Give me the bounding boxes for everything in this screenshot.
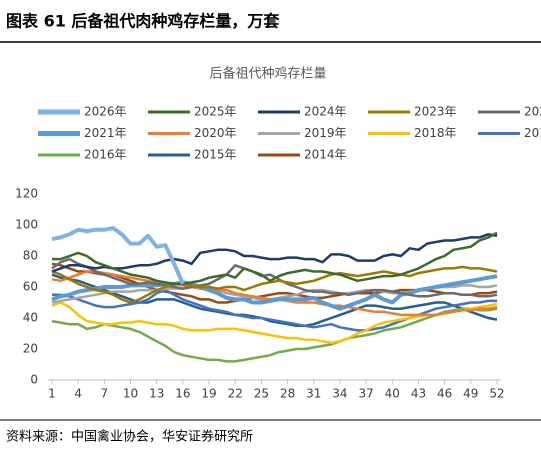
x-tick-label: 40 [385, 387, 400, 401]
source: 资料来源：中国禽业协会，华安证券研究所 [6, 429, 253, 445]
legend-label: 2021年 [84, 126, 127, 140]
series-line [51, 233, 498, 273]
series-line [51, 226, 185, 285]
x-tick-label: 43 [411, 387, 426, 401]
legend-label: 2022年 [524, 105, 541, 119]
series-line [51, 273, 498, 328]
legend-label: 2017年 [524, 126, 541, 140]
legend-label: 2018年 [414, 126, 457, 140]
x-tick-label: 13 [149, 387, 164, 401]
x-tick-label: 10 [123, 387, 138, 401]
series-line [51, 274, 498, 311]
legend-label: 2025年 [194, 105, 237, 119]
x-tick-label: 52 [489, 387, 504, 401]
series-line [52, 288, 497, 332]
legend-label: 2016年 [84, 148, 127, 162]
legend-label: 2019年 [304, 126, 347, 140]
x-tick-label: 34 [332, 387, 347, 401]
legend-label: 2014年 [304, 148, 347, 162]
y-tick-label: 40 [23, 311, 38, 325]
x-tick-label: 16 [175, 387, 190, 401]
series-line [52, 231, 498, 286]
x-tick-label: 22 [228, 387, 243, 401]
y-tick-label: 120 [15, 187, 38, 201]
x-tick-label: 7 [101, 387, 109, 401]
x-tick-label: 28 [280, 387, 295, 401]
x-tick-label: 31 [306, 387, 321, 401]
x-tick-label: 49 [463, 387, 478, 401]
x-tick-label: 46 [437, 387, 452, 401]
legend-label: 2023年 [414, 105, 457, 119]
x-tick-label: 1 [48, 387, 56, 401]
legend-label: 2015年 [194, 148, 237, 162]
chart-title: 后备祖代种鸡存栏量 [209, 66, 326, 82]
series-line [51, 307, 498, 363]
x-tick-label: 19 [201, 387, 216, 401]
x-tick-label: 25 [254, 387, 269, 401]
legend-label: 2020年 [194, 126, 237, 140]
series-line [51, 257, 498, 298]
legend-label: 2024年 [304, 105, 347, 119]
header-title: 图表 61 后备祖代肉种鸡存栏量，万套 [6, 12, 280, 31]
x-tick-label: 4 [74, 387, 82, 401]
y-tick-label: 0 [30, 373, 38, 387]
series-line [51, 265, 498, 304]
y-tick-label: 100 [15, 218, 38, 232]
y-tick-label: 80 [23, 249, 38, 263]
legend-label: 2026年 [84, 105, 127, 119]
x-tick-label: 37 [358, 387, 373, 401]
y-tick-label: 20 [23, 342, 38, 356]
y-tick-label: 60 [23, 280, 38, 294]
